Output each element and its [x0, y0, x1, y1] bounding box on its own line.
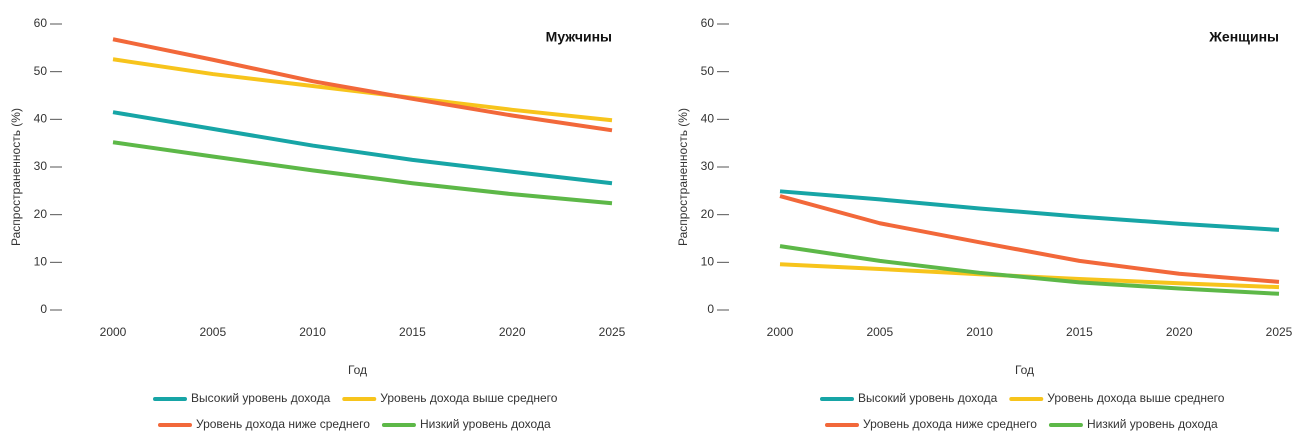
legend-label: Уровень дохода ниже среднего — [196, 417, 370, 431]
legend-label: Уровень дохода выше среднего — [1047, 391, 1225, 405]
legend-label: Уровень дохода ниже среднего — [863, 417, 1037, 431]
y-tick-label: 10 — [701, 255, 715, 269]
x-axis-label: Год — [1015, 363, 1034, 377]
y-tick-label: 60 — [34, 16, 48, 30]
series-line — [112, 37, 613, 133]
x-tick-label: 2000 — [767, 325, 794, 339]
legend-label: Высокий уровень дохода — [858, 391, 998, 405]
legend-label: Низкий уровень дохода — [1087, 417, 1218, 431]
chart-title: Женщины — [1208, 29, 1279, 45]
y-axis-label: Распространенность (%) — [9, 108, 23, 246]
y-tick-label: 30 — [34, 159, 48, 173]
y-tick-label: 0 — [707, 302, 714, 316]
y-tick-label: 10 — [34, 255, 48, 269]
x-tick-label: 2015 — [1066, 325, 1093, 339]
y-tick-label: 40 — [34, 112, 48, 126]
y-tick-label: 0 — [40, 302, 47, 316]
x-tick-label: 2000 — [100, 325, 127, 339]
series-line — [779, 189, 1280, 232]
y-tick-label: 20 — [34, 207, 48, 221]
y-tick-label: 50 — [34, 64, 48, 78]
x-tick-label: 2015 — [399, 325, 426, 339]
x-tick-label: 2025 — [1266, 325, 1293, 339]
x-tick-label: 2020 — [1166, 325, 1193, 339]
x-tick-label: 2025 — [599, 325, 626, 339]
legend-label: Высокий уровень дохода — [191, 391, 331, 405]
x-tick-label: 2010 — [966, 325, 993, 339]
series-line — [779, 194, 1280, 284]
y-tick-label: 40 — [701, 112, 715, 126]
series-line — [779, 244, 1280, 296]
y-tick-label: 50 — [701, 64, 715, 78]
x-tick-label: 2010 — [299, 325, 326, 339]
x-tick-label: 2005 — [866, 325, 893, 339]
y-axis-label: Распространенность (%) — [676, 108, 690, 246]
x-tick-label: 2005 — [199, 325, 226, 339]
y-tick-label: 60 — [701, 16, 715, 30]
y-tick-label: 20 — [701, 207, 715, 221]
x-tick-label: 2020 — [499, 325, 526, 339]
legend-label: Уровень дохода выше среднего — [380, 391, 558, 405]
series-line — [112, 140, 613, 206]
y-tick-label: 30 — [701, 159, 715, 173]
chart-title: Мужчины — [546, 29, 612, 45]
x-axis-label: Год — [348, 363, 367, 377]
series-line — [112, 110, 613, 186]
legend-label: Низкий уровень дохода — [420, 417, 551, 431]
